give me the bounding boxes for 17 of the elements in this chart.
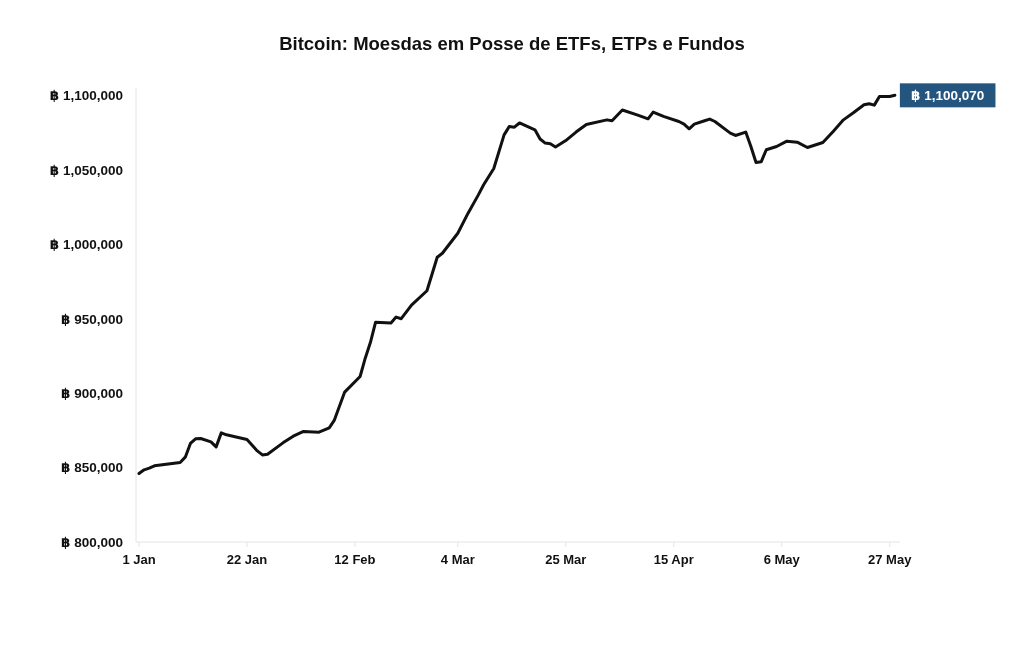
- x-tick-label: 6 May: [763, 552, 801, 568]
- y-tick-label: ฿ 1,100,000: [49, 88, 123, 104]
- x-tick-label: 15 Apr: [653, 552, 694, 568]
- y-tick-label: ฿ 900,000: [61, 385, 123, 401]
- y-tick-label: ฿ 1,050,000: [49, 162, 123, 178]
- x-tick-label: 1 Jan: [122, 552, 156, 568]
- y-tick-label: ฿ 1,000,000: [49, 237, 123, 253]
- x-tick-label: 25 Mar: [545, 552, 587, 568]
- x-tick-label: 12 Feb: [334, 552, 376, 568]
- y-tick-label: ฿ 800,000: [61, 534, 123, 550]
- y-tick-label: ฿ 850,000: [61, 460, 123, 476]
- x-tick-label: 27 May: [868, 552, 913, 568]
- x-tick-label: 4 Mar: [440, 552, 475, 568]
- x-tick-label: 22 Jan: [226, 552, 268, 568]
- chart-title: Bitcoin: Moesdas em Posse de ETFs, ETPs e Fundos: [278, 33, 746, 55]
- y-tick-label: ฿ 950,000: [61, 311, 123, 327]
- annotation: ฿ 1,100,070: [911, 88, 985, 104]
